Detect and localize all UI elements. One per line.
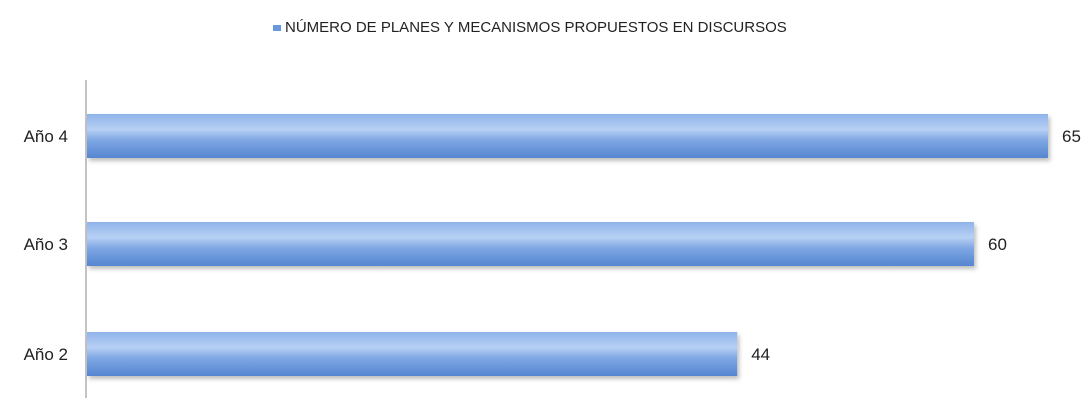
category-label-1: Año 3	[24, 235, 68, 254]
data-label-0: 65	[1062, 127, 1081, 146]
category-label-2: Año 2	[24, 345, 68, 364]
legend-label: NÚMERO DE PLANES Y MECANISMOS PROPUESTOS…	[285, 19, 787, 36]
bar-1	[87, 222, 974, 266]
legend-swatch	[273, 25, 281, 31]
bars-layer: Año 4 65 Año 3 60 Año 2 44	[24, 114, 1081, 376]
category-label-0: Año 4	[24, 127, 68, 146]
data-label-1: 60	[988, 235, 1007, 254]
legend: NÚMERO DE PLANES Y MECANISMOS PROPUESTOS…	[273, 19, 787, 36]
bar-2	[87, 332, 738, 376]
data-label-2: 44	[751, 345, 770, 364]
bar-0	[87, 114, 1048, 158]
